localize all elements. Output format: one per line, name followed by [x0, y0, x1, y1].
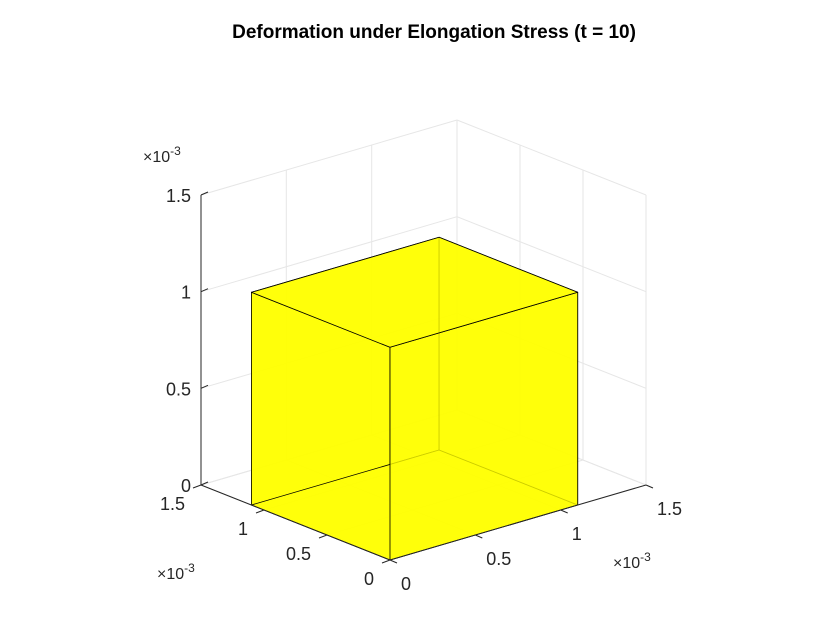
box-face-top [250, 236, 579, 348]
z-exponent-label-power: -3 [170, 144, 181, 158]
y-tick-label-2: 1 [238, 519, 248, 539]
x-axis-line [389, 484, 647, 561]
z-tick-label-1: 0.5 [166, 379, 191, 399]
y-tick-label-0: 0 [364, 569, 374, 589]
tick-layer: 00.511.500.511.500.511.5 [160, 186, 682, 594]
backwall-gridline-z-2 [200, 216, 458, 293]
y-tick-mark-0 [381, 559, 391, 564]
backwall-gridline-z-3 [200, 119, 458, 196]
x-tick-mark-1 [475, 534, 483, 539]
exponent-labels: ×10-3×10-3 ×10-3 [143, 144, 651, 583]
x-tick-label-3: 1.5 [657, 499, 682, 519]
sidewall-gridline-z-3 [456, 119, 647, 196]
chart-title: Deformation under Elongation Stress (t =… [232, 22, 636, 43]
x-exponent-label: ×10-3 [613, 550, 651, 572]
x-tick-mark-0 [389, 559, 398, 564]
box-layer [250, 236, 579, 561]
x-tick-label-1: 0.5 [486, 549, 511, 569]
y-tick-label-1: 0.5 [286, 544, 311, 564]
x-tick-mark-3 [645, 484, 654, 489]
x-tick-mark-2 [560, 509, 568, 514]
z-tick-mark-1 [200, 384, 209, 389]
x-exponent-label-base: ×10 [613, 555, 640, 572]
x-exponent-label-power: -3 [640, 550, 651, 564]
y-tick-mark-2 [255, 509, 265, 514]
z-exponent-label: ×10-3 [143, 144, 181, 166]
z-tick-mark-0 [200, 481, 209, 486]
x-tick-label-0: 0 [401, 574, 411, 594]
sidewall-gridline-z-2 [456, 216, 647, 293]
y-tick-label-3: 1.5 [160, 494, 185, 514]
y-exponent-label-base: ×10 [157, 566, 184, 583]
y-exponent-label: ×10-3 [157, 561, 195, 583]
z-tick-label-3: 1.5 [166, 186, 191, 206]
y-axis-line [200, 484, 391, 561]
y-exponent-label-power: -3 [184, 561, 195, 575]
y-tick-mark-1 [318, 534, 328, 539]
x-tick-label-2: 1 [572, 524, 582, 544]
z-tick-mark-2 [200, 288, 209, 293]
z-tick-label-2: 1 [181, 283, 191, 303]
z-tick-label-0: 0 [181, 476, 191, 496]
z-tick-mark-3 [200, 191, 209, 196]
y-tick-mark-3 [192, 484, 202, 489]
z-exponent-label-base: ×10 [143, 149, 170, 166]
